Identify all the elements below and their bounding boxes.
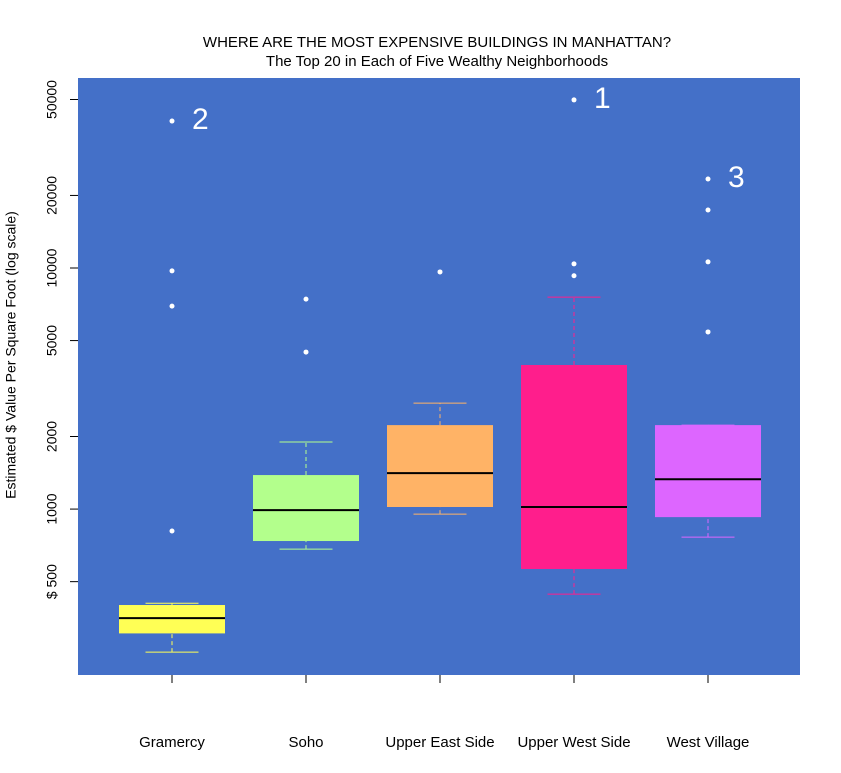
outlier (705, 259, 711, 265)
outlier (571, 273, 577, 279)
annotation: 3 (728, 161, 745, 194)
box (387, 425, 493, 508)
chart-subtitle: The Top 20 in Each of Five Wealthy Neigh… (266, 53, 608, 70)
outlier (705, 176, 711, 182)
box (119, 605, 225, 634)
annotation: 1 (594, 82, 611, 115)
y-axis-label: Estimated $ Value Per Square Foot (log s… (3, 211, 19, 499)
y-tick-label: 50000 (44, 80, 60, 119)
box (521, 364, 627, 570)
x-tick-label: Upper West Side (517, 734, 630, 751)
x-tick-label: West Village (667, 734, 750, 751)
x-tick-label: Gramercy (139, 734, 205, 751)
outlier (169, 303, 175, 309)
outlier (571, 261, 577, 267)
y-tick-label: 2000 (44, 421, 60, 452)
y-tick-label: 1000 (44, 493, 60, 524)
outlier (303, 349, 309, 355)
x-tick-label: Soho (288, 734, 323, 751)
outlier (571, 97, 577, 103)
outlier (169, 118, 175, 124)
outlier (705, 329, 711, 335)
y-tick-label: $ 500 (44, 564, 60, 599)
outlier (437, 269, 443, 275)
y-tick-label: 10000 (44, 248, 60, 287)
box (253, 475, 359, 542)
box (655, 425, 761, 518)
y-tick-label: 20000 (44, 176, 60, 215)
chart-title: WHERE ARE THE MOST EXPENSIVE BUILDINGS I… (203, 34, 671, 51)
outlier (303, 296, 309, 302)
y-tick-label: 5000 (44, 325, 60, 356)
annotation: 2 (192, 103, 209, 136)
outlier (169, 528, 175, 534)
outlier (705, 207, 711, 213)
plot-background (78, 78, 800, 675)
x-tick-label: Upper East Side (385, 734, 494, 751)
outlier (169, 268, 175, 274)
